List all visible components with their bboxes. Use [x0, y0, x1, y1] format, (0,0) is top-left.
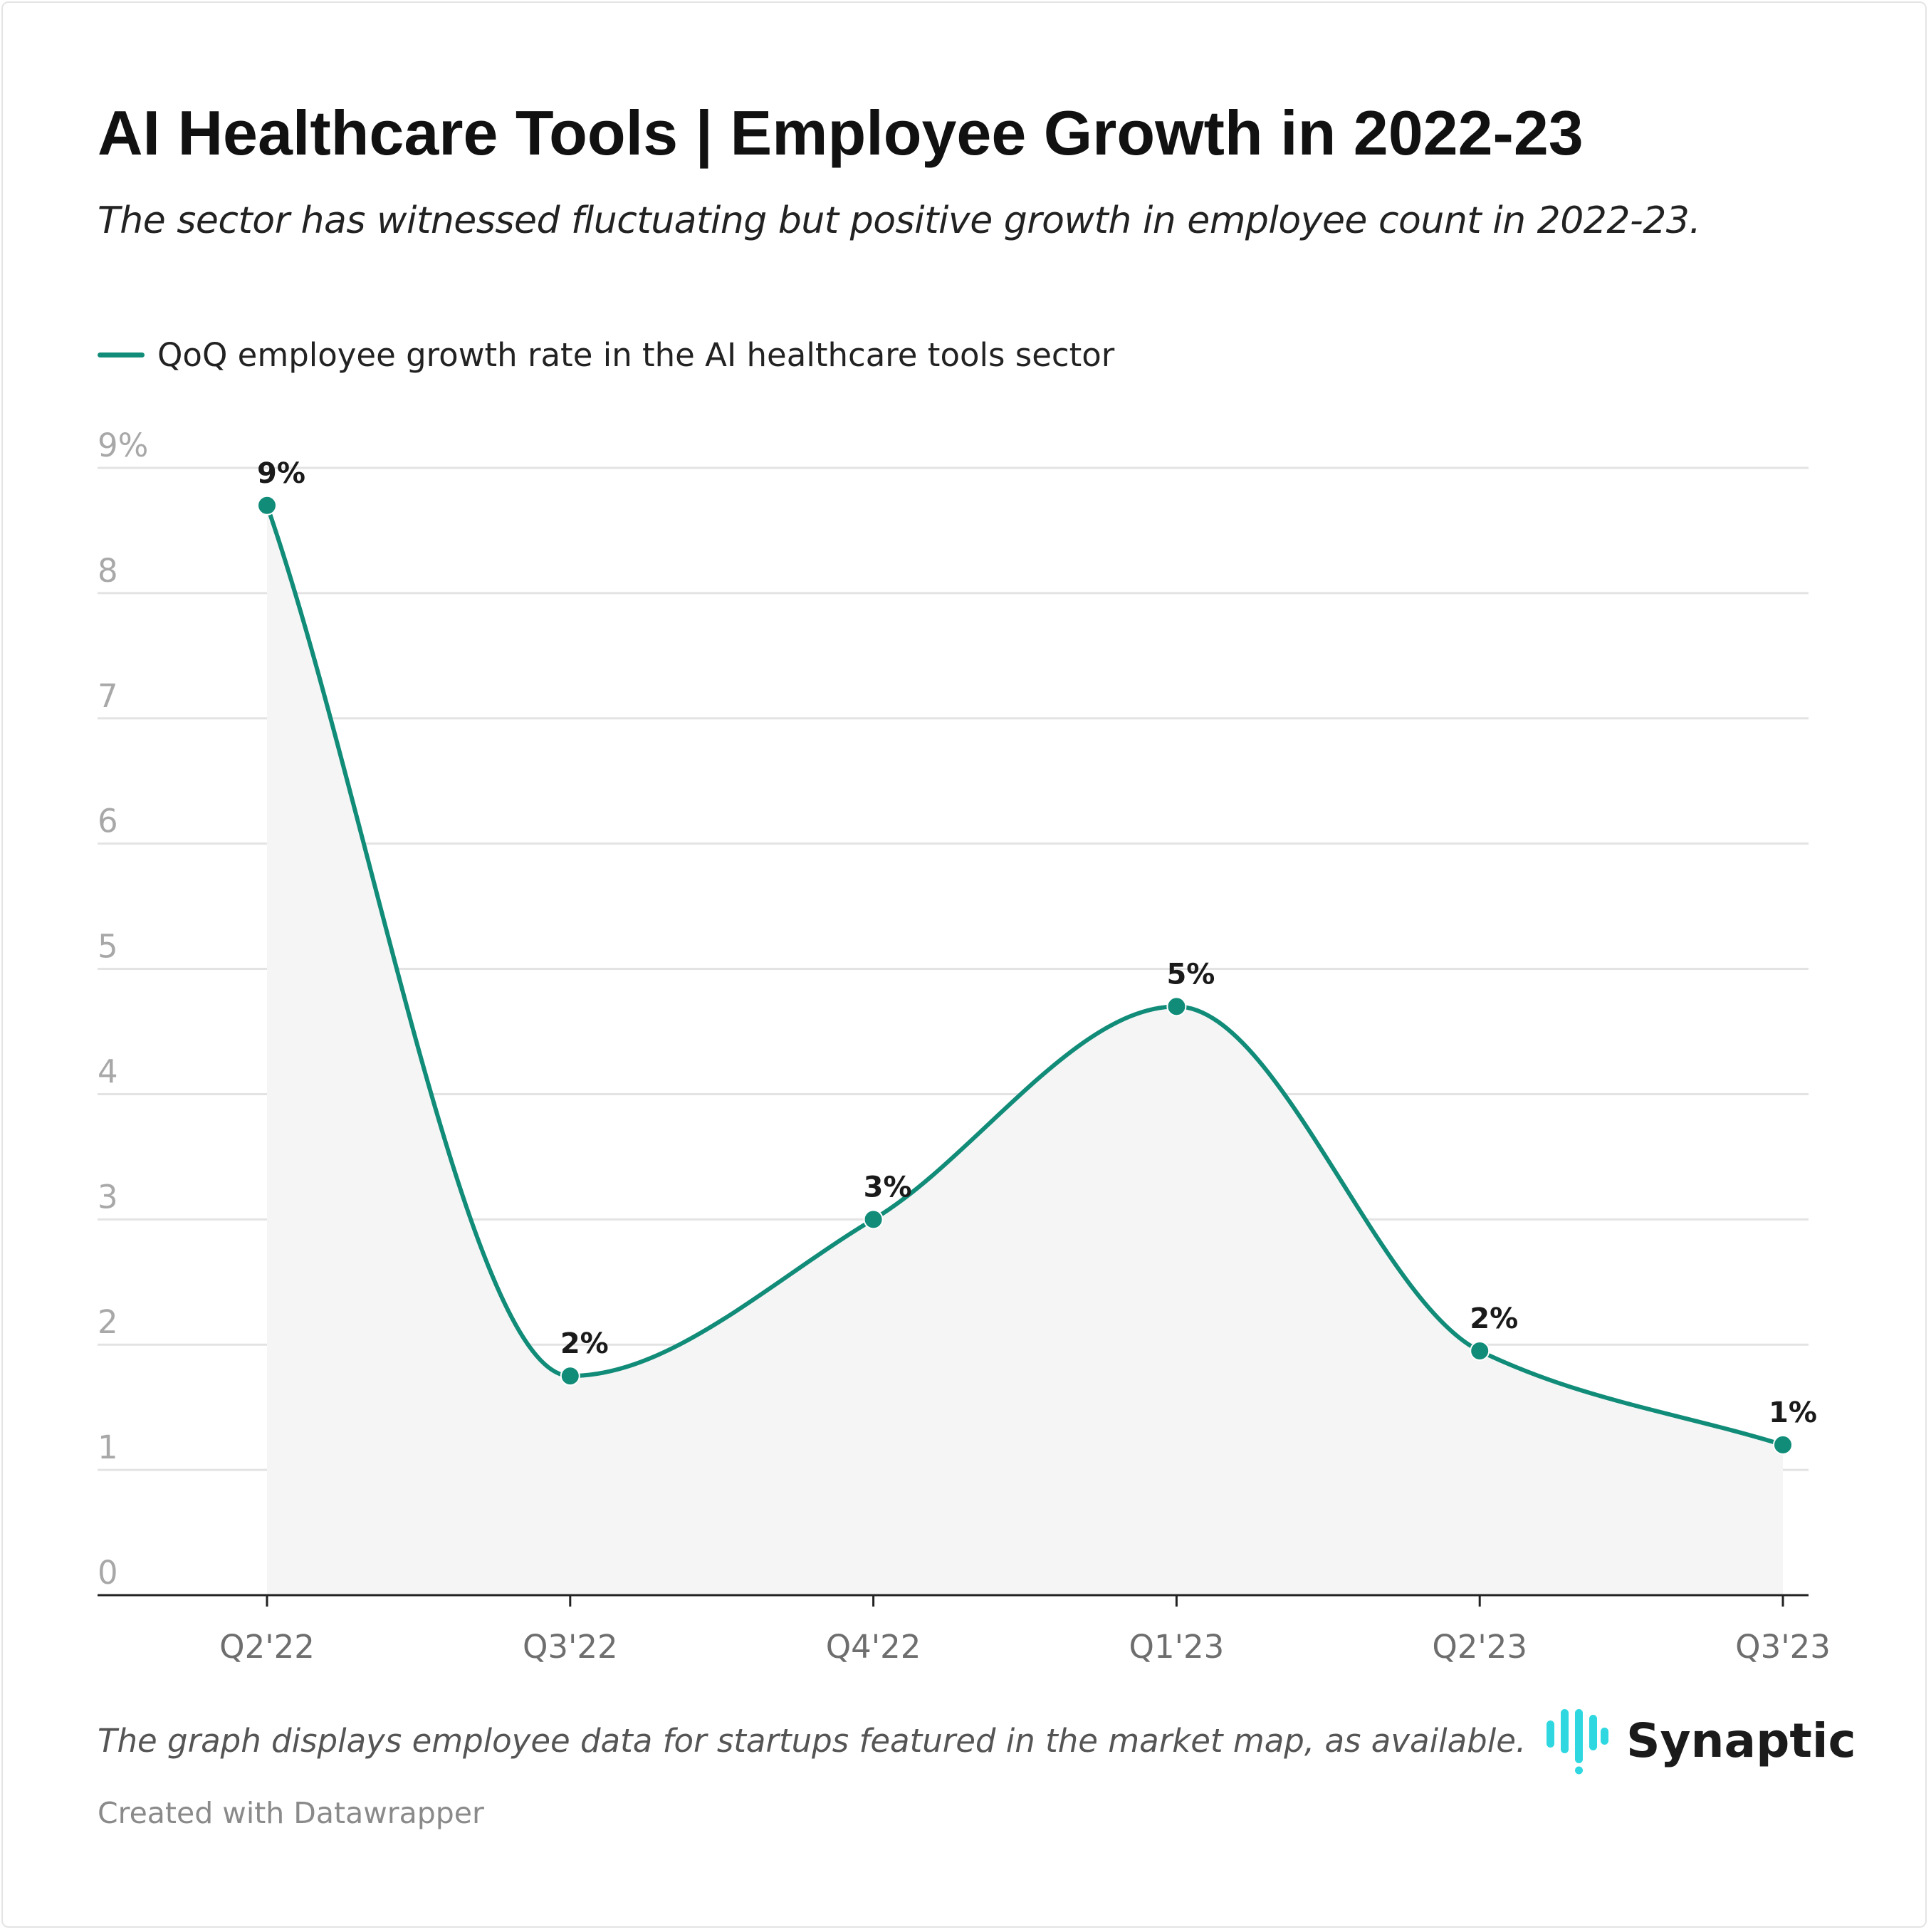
x-tick-label: Q3'22	[523, 1628, 618, 1666]
y-tick-label: 8	[98, 552, 118, 590]
data-labels: 9% 2% 3% 5% 2% 1%	[257, 457, 1817, 1429]
data-points	[257, 495, 1793, 1455]
data-label: 2%	[1470, 1302, 1518, 1335]
data-label: 1%	[1769, 1396, 1817, 1429]
y-tick-label: 3	[98, 1178, 118, 1216]
y-tick-label: 6	[98, 803, 118, 840]
chart-subtitle: The sector has witnessed fluctuating but…	[98, 199, 1701, 242]
y-tick-label: 1	[98, 1429, 118, 1466]
data-point	[1166, 996, 1187, 1017]
legend-swatch	[98, 353, 145, 357]
y-tick-label: 4	[98, 1053, 118, 1090]
x-tick-label: Q4'22	[826, 1628, 921, 1666]
y-axis-ticks: 0 1 2 3 4 5 6 7 8 9%	[98, 427, 148, 1592]
synaptic-logo-icon	[1547, 1709, 1608, 1775]
data-label: 5%	[1166, 958, 1215, 991]
data-point	[1773, 1434, 1793, 1455]
data-label: 9%	[257, 457, 305, 490]
chart-title: AI Healthcare Tools | Employee Growth in…	[98, 98, 1584, 168]
y-tick-label: 7	[98, 677, 118, 715]
x-tick-label: Q3'23	[1735, 1628, 1831, 1666]
legend: QoQ employee growth rate in the AI healt…	[98, 336, 1114, 374]
area-fill	[267, 505, 1783, 1596]
synaptic-logo: Synaptic	[1544, 1706, 1856, 1775]
x-tick-label: Q2'23	[1432, 1628, 1527, 1666]
x-axis: Q2'22 Q3'22 Q4'22 Q1'23 Q2'23 Q3'23	[98, 1594, 1831, 1666]
legend-label: QoQ employee growth rate in the AI healt…	[157, 336, 1115, 374]
data-label: 3%	[864, 1171, 912, 1203]
data-point	[1470, 1341, 1490, 1362]
data-point	[863, 1209, 884, 1230]
data-label: 2%	[560, 1327, 609, 1360]
y-tick-label: 0	[98, 1554, 118, 1592]
data-point	[257, 495, 277, 516]
x-tick-label: Q2'22	[219, 1628, 315, 1666]
y-tick-label: 5	[98, 928, 118, 966]
y-tick-label: 9%	[98, 427, 148, 464]
logo-text: Synaptic	[1626, 1713, 1856, 1768]
footnote: The graph displays employee data for sta…	[98, 1722, 1527, 1760]
x-tick-label: Q1'23	[1129, 1628, 1225, 1666]
credit-link[interactable]: Created with Datawrapper	[98, 1796, 484, 1830]
area-shape	[267, 505, 1783, 1596]
data-point	[560, 1366, 580, 1387]
y-tick-label: 2	[98, 1303, 118, 1341]
